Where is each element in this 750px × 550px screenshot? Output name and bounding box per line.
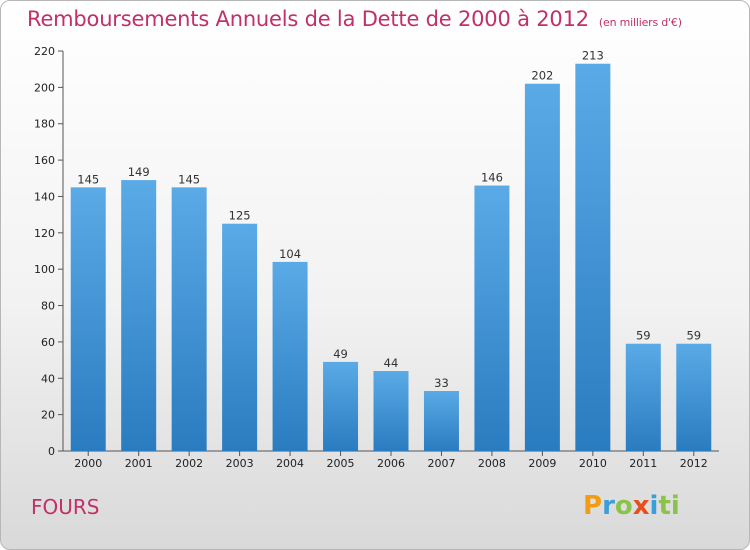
data-label: 213: [582, 49, 604, 63]
chart-title-text: Remboursements Annuels de la Dette de 20…: [27, 7, 589, 31]
logo-letter: o: [614, 491, 633, 521]
x-tick-label: 2007: [427, 457, 455, 470]
logo-letter: i: [649, 491, 659, 521]
y-tick-label: 180: [34, 118, 55, 131]
data-label: 149: [128, 165, 150, 179]
bars: [70, 63, 712, 452]
y-tick-label: 0: [48, 445, 55, 458]
x-tick-label: 2005: [327, 457, 355, 470]
x-tick-label: 2001: [125, 457, 153, 470]
y-tick-label: 120: [34, 227, 55, 240]
data-label: 145: [178, 172, 200, 186]
data-label: 146: [481, 171, 503, 185]
y-tick-label: 60: [41, 336, 55, 349]
bar: [323, 361, 359, 451]
y-tick-label: 40: [41, 372, 55, 385]
y-tick-label: 20: [41, 409, 55, 422]
data-label: 59: [636, 329, 651, 343]
bar: [575, 63, 611, 452]
bar: [524, 83, 560, 452]
axes: 0 20 40 60 80 100 120 140 160 180 200 220 2000 2001 20…: [34, 45, 719, 470]
x-tick-label: 2006: [377, 457, 405, 470]
y-tick-label: 100: [34, 263, 55, 276]
x-tick-label: 2004: [276, 457, 304, 470]
x-tick-label: 2011: [629, 457, 657, 470]
y-tick-label: 80: [41, 300, 55, 313]
x-tick-label: 2008: [478, 457, 506, 470]
chart-title: Remboursements Annuels de la Dette de 20…: [27, 7, 682, 31]
x-tick-label: 2012: [680, 457, 708, 470]
chart-subtitle: (en milliers d'€): [598, 16, 682, 29]
x-tick-label: 2003: [226, 457, 254, 470]
y-tick-label: 200: [34, 81, 55, 94]
proxiti-logo: Proxiti: [583, 491, 680, 521]
bar: [171, 187, 207, 451]
logo-letter: r: [602, 491, 615, 521]
data-label: 202: [531, 69, 553, 83]
y-tick-label: 140: [34, 190, 55, 203]
bar: [474, 185, 510, 451]
bar: [676, 343, 712, 451]
data-label: 49: [333, 347, 348, 361]
bar: [373, 371, 409, 451]
data-label: 33: [434, 376, 449, 390]
value-labels: 145 149 145 125 104 49 44 33 146 202 213 59 59: [77, 49, 701, 390]
data-label: 44: [384, 356, 399, 370]
bar: [625, 343, 661, 451]
x-tick-label: 2002: [175, 457, 203, 470]
x-tick-label: 2009: [528, 457, 556, 470]
y-tick-label: 220: [34, 45, 55, 58]
data-label: 125: [229, 209, 251, 223]
bar: [423, 391, 459, 451]
x-tick-label: 2010: [579, 457, 607, 470]
logo-letter: x: [632, 491, 650, 521]
data-label: 59: [686, 329, 701, 343]
commune-name: FOURS: [31, 495, 100, 519]
bar: [121, 180, 157, 451]
logo-letter: ti: [658, 491, 680, 521]
data-label: 145: [77, 172, 99, 186]
logo-letter: P: [583, 491, 603, 521]
bar: [70, 187, 106, 451]
y-tick-label: 160: [34, 154, 55, 167]
bar: [222, 223, 258, 451]
data-label: 104: [279, 247, 301, 261]
x-tick-label: 2000: [74, 457, 102, 470]
bar: [272, 261, 308, 451]
